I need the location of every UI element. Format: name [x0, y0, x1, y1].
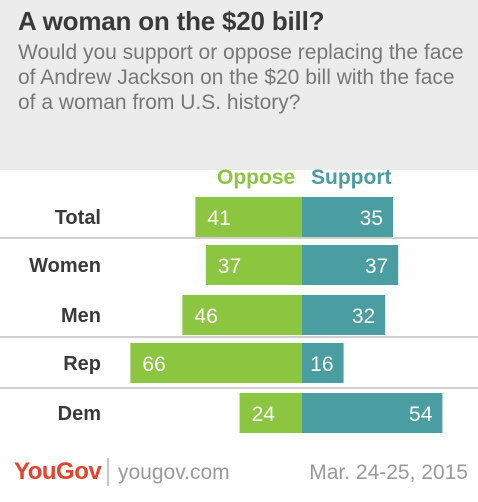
yougov-logo: YouGov: [14, 458, 102, 485]
bar-oppose: [195, 197, 302, 237]
data-label-oppose: 66: [142, 353, 165, 376]
bar-support: [302, 343, 344, 383]
footer-date: Mar. 24-25, 2015: [309, 461, 468, 484]
category-label: Total: [55, 207, 101, 229]
data-label-oppose: 37: [218, 255, 241, 278]
legend-oppose: Oppose: [217, 166, 296, 189]
chart-header: A woman on the $20 bill? Would you suppo…: [0, 0, 478, 170]
data-label-oppose: 24: [252, 403, 276, 426]
bar-support: [302, 295, 386, 335]
bar-oppose: [182, 295, 302, 335]
legend-support: Support: [311, 166, 392, 189]
data-label-support: 54: [409, 403, 433, 426]
bar-support: [302, 197, 393, 237]
category-label: Dem: [58, 403, 101, 425]
bar-support: [302, 245, 399, 285]
bar-chart: Total 41 35 Women 37 37 Men 46 32 Rep 66 16 Dem 24 54: [0, 197, 478, 433]
chart-subtitle: Would you support or oppose replacing th…: [18, 41, 464, 114]
data-label-oppose: 46: [194, 305, 217, 328]
bar-oppose: [130, 343, 302, 383]
bar-oppose: [239, 393, 302, 433]
chart-title: A woman on the $20 bill?: [18, 6, 325, 36]
data-label-support: 35: [360, 207, 383, 230]
category-label: Rep: [63, 353, 101, 375]
footer-divider: [107, 458, 109, 486]
data-label-support: 16: [310, 353, 333, 376]
data-label-oppose: 41: [207, 207, 230, 230]
bar-support: [302, 393, 443, 433]
category-label: Women: [29, 255, 101, 277]
data-label-support: 37: [365, 255, 388, 278]
bar-oppose: [205, 245, 302, 285]
data-label-support: 32: [352, 305, 375, 328]
footer-url[interactable]: yougov.com: [118, 461, 230, 484]
category-label: Men: [61, 305, 101, 327]
